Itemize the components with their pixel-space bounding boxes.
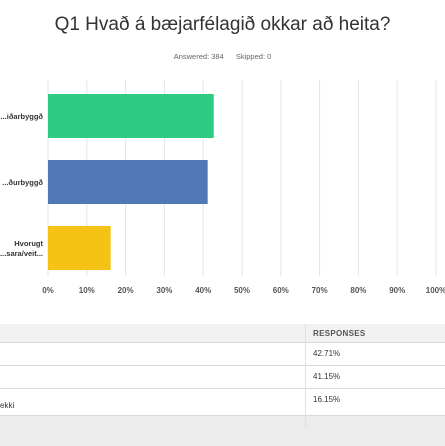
x-tick-label: 40% (195, 286, 211, 295)
skipped-count: Skipped: 0 (235, 52, 272, 61)
x-tick-label: 0% (42, 286, 54, 295)
answer-choice-label: ekki (0, 401, 15, 410)
table-footer (0, 415, 445, 446)
bar-chart: 0% 10% 20% 30% 40% 50% 60% 70% 80% 90% 100% ...iðar… (0, 80, 445, 295)
table-row: 42.71% (0, 342, 445, 366)
category-label: Hvorugt (14, 239, 43, 248)
table-row: ekki 16.15% (0, 388, 445, 412)
response-summary: Answered: 384 Skipped: 0 (0, 52, 445, 61)
answered-count: Answered: 384 (173, 52, 224, 61)
category-label: ...sara/veit... (0, 249, 43, 258)
x-tick-label: 70% (312, 286, 328, 295)
table-row: 41.15% (0, 365, 445, 389)
responses-column-header: RESPONSES (313, 329, 366, 338)
response-percent: 16.15% (313, 395, 341, 404)
x-tick-label: 30% (156, 286, 172, 295)
responses-table: RESPONSES 42.71% 41.15% ekki 16.15% (0, 324, 445, 446)
response-percent: 42.71% (313, 349, 341, 358)
table-header: RESPONSES (0, 324, 445, 342)
question-title: Q1 Hvað á bæjarfélagið okkar að heita? (54, 14, 391, 35)
category-label: ...ðurbyggð (2, 178, 43, 187)
x-tick-label: 80% (350, 286, 366, 295)
x-tick-label: 50% (234, 286, 250, 295)
bar (48, 94, 214, 138)
x-tick-label: 10% (79, 286, 95, 295)
x-tick-label: 20% (118, 286, 134, 295)
bar (48, 226, 111, 270)
response-percent: 41.15% (313, 372, 341, 381)
category-label: ...iðarbyggð (0, 112, 43, 121)
x-tick-label: 100% (426, 286, 445, 295)
x-tick-label: 90% (389, 286, 405, 295)
column-divider (305, 324, 306, 427)
bar (48, 160, 208, 204)
x-tick-label: 60% (273, 286, 289, 295)
